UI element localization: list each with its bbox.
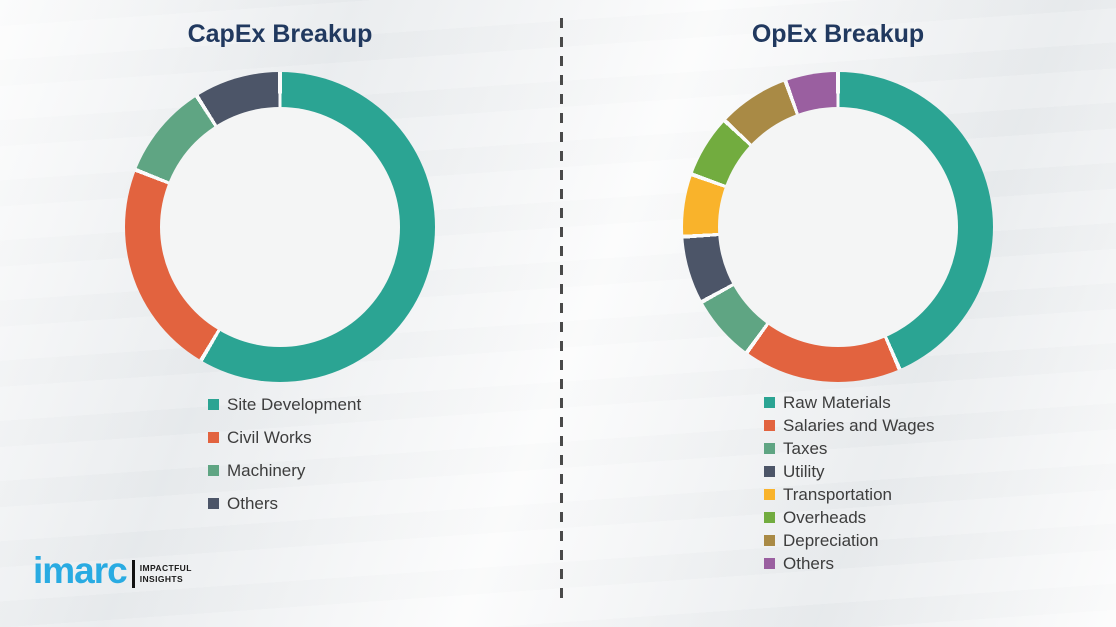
- legend-item: Utility: [764, 460, 935, 483]
- opex-title: OpEx Breakup: [751, 20, 925, 48]
- legend-color-marker: [764, 443, 775, 454]
- legend-color-marker: [208, 399, 219, 410]
- legend-color-marker: [764, 397, 775, 408]
- legend-item: Taxes: [764, 437, 935, 460]
- legend-item: Civil Works: [208, 421, 361, 454]
- legend-item: Depreciation: [764, 529, 935, 552]
- imarc-logo: imarc IMPACTFUL INSIGHTS: [33, 552, 192, 589]
- legend-label: Others: [783, 553, 835, 573]
- legend-color-marker: [764, 535, 775, 546]
- capex-legend: Site Development Civil Works Machinery Othe…: [208, 388, 361, 520]
- legend-color-marker: [764, 489, 775, 500]
- opex-legend: Raw Materials Salaries and Wages Taxes Util…: [764, 391, 935, 575]
- legend-label: Site Development: [227, 394, 362, 414]
- legend-label: Salaries and Wages: [783, 415, 935, 435]
- imarc-logo-wordmark: imarc: [33, 550, 128, 591]
- legend-item: Machinery: [208, 454, 361, 487]
- legend-item: Transportation: [764, 483, 935, 506]
- legend-item: Overheads: [764, 506, 935, 529]
- legend-label: Others: [227, 493, 279, 513]
- legend-label: Civil Works: [227, 427, 312, 447]
- legend-item: Salaries and Wages: [764, 414, 935, 437]
- legend-item: Raw Materials: [764, 391, 935, 414]
- legend-color-marker: [764, 466, 775, 477]
- imarc-logo-tagline: IMPACTFUL INSIGHTS: [140, 563, 192, 584]
- imarc-tagline-line2: INSIGHTS: [139, 573, 184, 584]
- divider-dashed-line: [560, 18, 563, 603]
- opex-donut-hole: [718, 107, 958, 347]
- opex-donut-chart: [683, 72, 993, 382]
- capex-donut-chart: [125, 72, 435, 382]
- legend-color-marker: [764, 558, 775, 569]
- legend-label: Taxes: [783, 438, 828, 458]
- legend-label: Raw Materials: [783, 392, 891, 412]
- legend-color-marker: [764, 420, 775, 431]
- legend-color-marker: [208, 465, 219, 476]
- legend-color-marker: [764, 512, 775, 523]
- legend-color-marker: [208, 432, 219, 443]
- legend-item: Site Development: [208, 388, 361, 421]
- legend-label: Transportation: [783, 484, 892, 504]
- capex-donut-hole: [160, 107, 400, 347]
- imarc-logo-divider-bar: [131, 559, 135, 588]
- imarc-tagline-line1: IMPACTFUL: [139, 562, 192, 573]
- legend-color-marker: [208, 498, 219, 509]
- capex-title: CapEx Breakup: [187, 20, 373, 48]
- legend-label: Depreciation: [783, 530, 879, 550]
- legend-label: Machinery: [227, 460, 306, 480]
- legend-label: Overheads: [783, 507, 867, 527]
- legend-label: Utility: [783, 461, 825, 481]
- legend-item: Others: [764, 552, 935, 575]
- legend-item: Others: [208, 487, 361, 520]
